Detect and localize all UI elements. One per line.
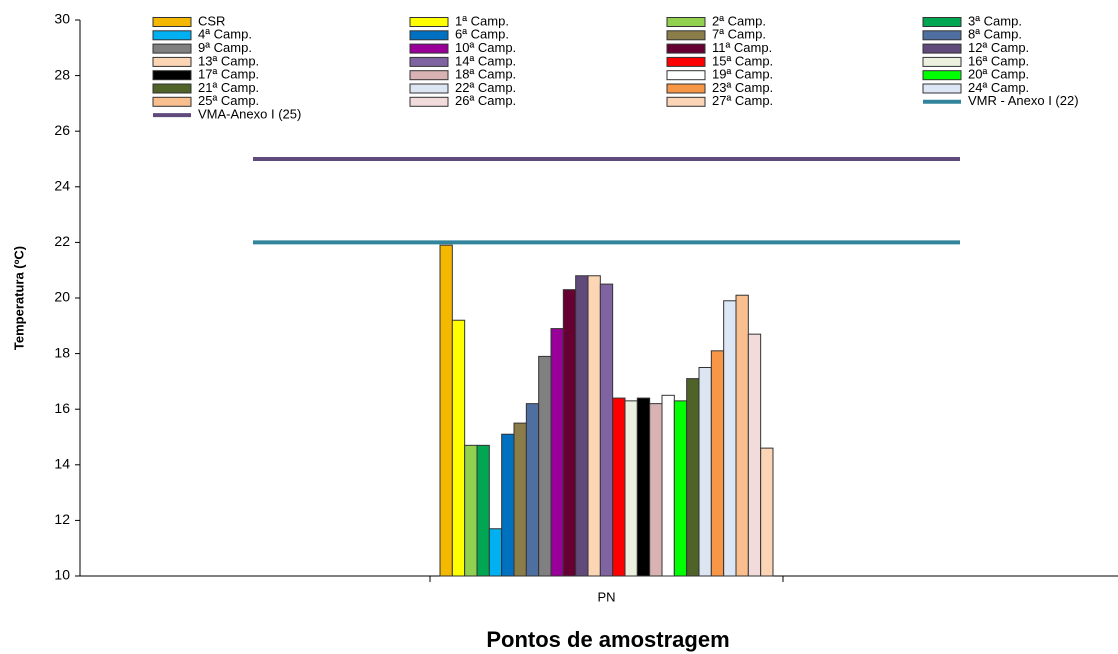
legend-swatch — [922, 43, 962, 54]
bar — [661, 394, 675, 577]
legend-label: 1ª Camp. — [455, 13, 509, 28]
bar — [723, 300, 737, 577]
bar — [673, 400, 688, 577]
legend-label: 8ª Camp. — [968, 27, 1022, 42]
legend-label: 21ª Camp. — [198, 80, 259, 95]
bar — [686, 378, 700, 577]
legend-swatch — [152, 96, 192, 107]
legend-label: 26ª Camp. — [455, 93, 516, 108]
bar — [513, 422, 527, 577]
legend-swatch — [922, 17, 962, 27]
legend-swatch — [409, 30, 449, 41]
y-tick-label: 22 — [54, 233, 70, 249]
bar — [624, 400, 638, 577]
bar — [636, 397, 651, 577]
legend-swatch — [666, 70, 706, 81]
y-axis-title: Temperatura (ºC) — [11, 246, 26, 350]
legend-label: 18ª Camp. — [455, 67, 516, 82]
legend-label: 22ª Camp. — [455, 80, 516, 95]
legend-label: CSR — [198, 13, 225, 28]
legend-swatch — [409, 17, 449, 27]
legend-label: 25ª Camp. — [198, 93, 259, 108]
bar — [488, 528, 503, 577]
legend-swatch — [152, 30, 192, 41]
y-tick-label: 14 — [54, 456, 70, 472]
bar — [451, 319, 466, 577]
bar — [501, 433, 515, 577]
legend-swatch — [152, 43, 192, 54]
legend-swatch — [409, 43, 449, 54]
legend-swatch — [922, 83, 962, 94]
legend-swatch — [409, 83, 449, 94]
legend-swatch — [152, 70, 192, 81]
legend-swatch — [666, 43, 706, 54]
y-tick-label: 10 — [54, 567, 70, 583]
legend-swatch — [666, 30, 706, 41]
bar — [698, 367, 712, 577]
bar — [476, 444, 490, 577]
legend-label: 20ª Camp. — [968, 67, 1029, 82]
legend-swatch — [666, 17, 706, 27]
legend-label: 16ª Camp. — [968, 53, 1029, 68]
bar — [599, 283, 614, 577]
legend-swatch — [666, 83, 706, 94]
legend-label: 11ª Camp. — [712, 40, 772, 55]
legend-swatch — [409, 70, 449, 81]
legend-label: 15ª Camp. — [712, 53, 773, 68]
bar — [525, 403, 540, 577]
legend-label: 19ª Camp. — [712, 67, 773, 82]
bar — [735, 294, 749, 577]
y-tick-label: 18 — [54, 344, 70, 360]
legend-label: 13ª Camp. — [198, 53, 259, 68]
legend-swatch — [152, 17, 192, 27]
legend-swatch — [409, 56, 449, 67]
y-tick-label: 26 — [54, 122, 70, 138]
legend-label: 27ª Camp. — [712, 93, 773, 108]
y-tick-label: 16 — [54, 400, 70, 416]
bar — [562, 289, 577, 577]
legend-swatch — [409, 96, 449, 107]
legend-label: 14ª Camp. — [455, 53, 516, 68]
legend-label: 6ª Camp. — [455, 27, 509, 42]
bar — [464, 444, 478, 577]
legend-label: 3ª Camp. — [968, 13, 1022, 28]
bar — [760, 447, 774, 577]
legend-label: 24ª Camp. — [968, 80, 1029, 95]
legend-label: VMR - Anexo I (22) — [968, 93, 1079, 108]
bar — [538, 355, 552, 577]
legend-label: 9ª Camp. — [198, 40, 252, 55]
bar — [439, 244, 453, 577]
legend-swatch — [922, 56, 962, 67]
legend-label: 23ª Camp. — [712, 80, 773, 95]
bar — [710, 350, 725, 577]
legend-label: 12ª Camp. — [968, 40, 1029, 55]
legend-swatch — [152, 56, 192, 67]
legend-swatch — [922, 30, 962, 41]
bar — [575, 275, 589, 577]
legend-swatch — [152, 83, 192, 94]
legend-label: VMA-Anexo I (25) — [198, 107, 301, 122]
y-tick-label: 12 — [54, 511, 70, 527]
legend-label: 17ª Camp. — [198, 67, 259, 82]
y-tick-label: 24 — [54, 178, 70, 194]
bar — [747, 333, 762, 577]
legend-swatch — [922, 70, 962, 81]
y-tick-label: 28 — [54, 66, 70, 82]
bar — [612, 397, 626, 577]
legend-label: 2ª Camp. — [712, 13, 766, 28]
legend-swatch — [666, 56, 706, 67]
x-tick-label: PN — [597, 589, 615, 604]
x-axis-title: Pontos de amostragem — [486, 627, 729, 652]
legend-label: 10ª Camp. — [455, 40, 516, 55]
legend-swatch — [666, 96, 706, 107]
bar — [649, 403, 663, 577]
legend-label: 4ª Camp. — [198, 27, 252, 42]
legend-label: 7ª Camp. — [712, 27, 766, 42]
y-tick-label: 30 — [54, 11, 70, 27]
y-tick-label: 20 — [54, 289, 70, 305]
bar — [550, 328, 564, 577]
bar — [587, 275, 601, 577]
